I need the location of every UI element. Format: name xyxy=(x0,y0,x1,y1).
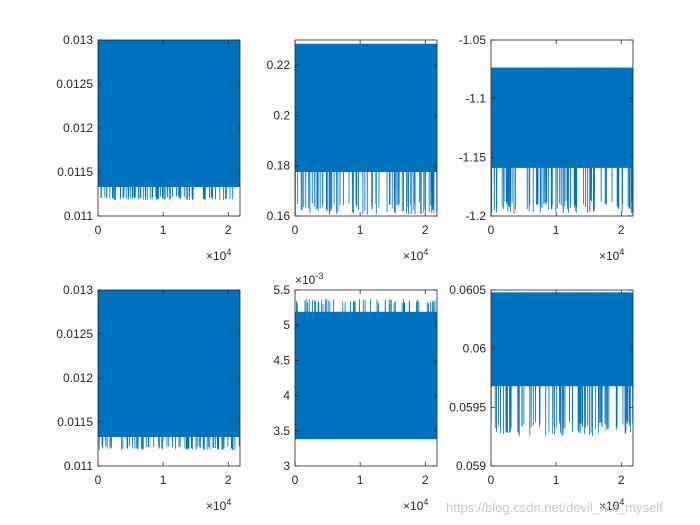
xtick-label: 1 xyxy=(553,223,560,237)
subplot-4: 0.011 0.0115 0.012 0.0125 0.013 0 1 2 ×104 xyxy=(56,283,241,513)
x-exponent-label: ×104 xyxy=(206,497,231,513)
axes-box-3 xyxy=(490,39,634,217)
xtick-label: 1 xyxy=(357,473,364,487)
ytick-label: 0.0125 xyxy=(56,77,93,91)
xtick-label: 1 xyxy=(553,473,560,487)
ytick-label: -1.05 xyxy=(459,33,487,47)
xtick-label: 2 xyxy=(618,223,625,237)
ytick-label: 0.011 xyxy=(64,209,93,223)
watermark-text: https://blog.csdn.net/devil_not_myself xyxy=(446,500,663,515)
xtick-label: 1 xyxy=(160,473,167,487)
ytick-label: 0.18 xyxy=(267,159,291,173)
ytick-label: 0.0595 xyxy=(449,400,486,414)
y-exponent-label: ×10-3 xyxy=(295,271,323,287)
xtick-label: 2 xyxy=(225,473,232,487)
subplot-6: 0.059 0.0595 0.06 0.0605 0 1 2 ×104 xyxy=(449,283,634,513)
ytick-label: 0.06 xyxy=(463,342,487,356)
ytick-label: 0.0605 xyxy=(449,283,486,297)
ytick-label: 4.5 xyxy=(273,353,290,367)
xtick-label: 1 xyxy=(160,223,167,237)
ytick-label: 3 xyxy=(283,459,290,473)
ytick-label: 0.059 xyxy=(456,459,486,473)
subplot-5: 3 3.5 4 4.5 5 5.5 0 1 2 ×104 ×10-3 xyxy=(273,271,438,513)
ytick-label: 0.012 xyxy=(63,371,93,385)
ytick-label: 5.5 xyxy=(273,283,290,297)
ytick-label: 0.22 xyxy=(267,58,291,72)
x-exponent-label: ×104 xyxy=(403,247,428,263)
signal-line-5 xyxy=(295,298,437,440)
ytick-label: 0.0125 xyxy=(56,327,93,341)
xtick-label: 2 xyxy=(422,223,429,237)
xtick-label: 0 xyxy=(292,473,299,487)
axes-box-6 xyxy=(490,289,634,467)
ytick-label: 0.013 xyxy=(63,33,93,47)
ytick-label: 0.013 xyxy=(63,283,93,297)
ytick-label: 0.2 xyxy=(273,108,290,122)
xtick-label: 2 xyxy=(422,473,429,487)
signal-line-3 xyxy=(491,66,633,214)
ytick-label: 4 xyxy=(283,389,290,403)
subplot-2: 0.16 0.18 0.2 0.22 0 1 2 ×104 xyxy=(267,39,438,263)
xtick-label: 1 xyxy=(357,223,364,237)
xtick-label: 0 xyxy=(488,473,495,487)
axes-box-5 xyxy=(294,289,438,467)
xtick-label: 0 xyxy=(95,473,102,487)
xtick-label: 2 xyxy=(618,473,625,487)
xtick-label: 0 xyxy=(95,223,102,237)
ytick-label: 3.5 xyxy=(273,424,290,438)
subplot-1: 0.011 0.0115 0.012 0.0125 0.013 0 1 2 ×104 xyxy=(56,33,241,263)
signal-line-1 xyxy=(98,40,240,201)
ytick-label: -1.1 xyxy=(465,92,486,106)
x-exponent-label: ×104 xyxy=(403,497,428,513)
signal-line-4 xyxy=(98,290,240,451)
ytick-label: 5 xyxy=(283,318,290,332)
x-exponent-label: ×104 xyxy=(206,247,231,263)
xtick-label: 2 xyxy=(225,223,232,237)
ytick-label: -1.2 xyxy=(465,209,486,223)
signal-line-2 xyxy=(295,43,437,215)
ytick-label: 0.012 xyxy=(63,121,93,135)
axes-box-2 xyxy=(294,39,438,217)
ytick-label: 0.011 xyxy=(64,459,93,473)
ytick-label: 0.0115 xyxy=(57,165,93,179)
ytick-label: 0.0115 xyxy=(57,415,93,429)
xtick-label: 0 xyxy=(488,223,495,237)
xtick-label: 0 xyxy=(292,223,299,237)
ytick-label: 0.16 xyxy=(267,209,291,223)
signal-line-6 xyxy=(491,291,633,437)
ytick-label: -1.15 xyxy=(459,150,487,164)
x-exponent-label: ×104 xyxy=(599,497,624,513)
x-exponent-label: ×104 xyxy=(599,247,624,263)
subplot-3: -1.2 -1.15 -1.1 -1.05 0 1 2 ×104 xyxy=(459,33,634,263)
